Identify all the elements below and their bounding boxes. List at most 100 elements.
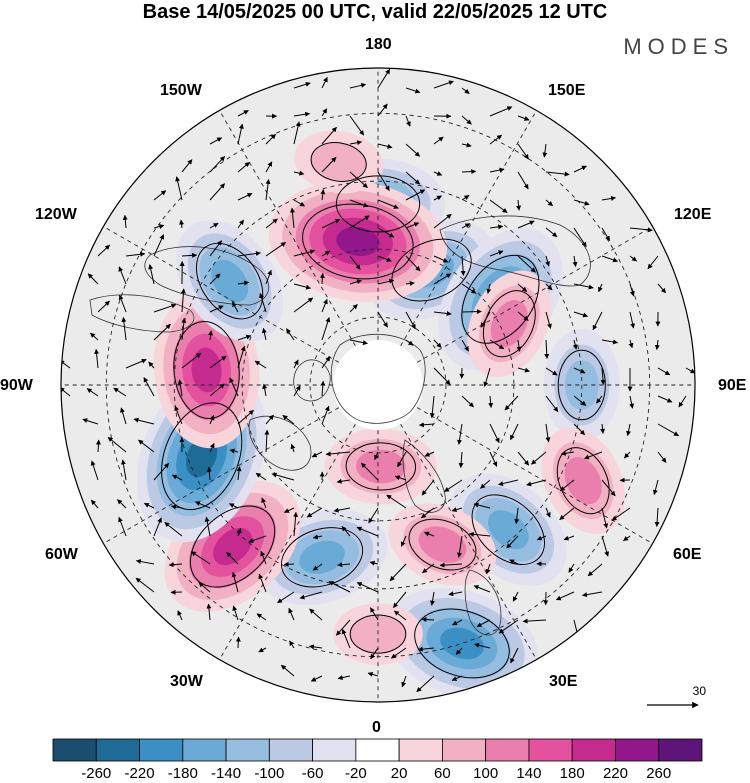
wind-vector-arrow: [433, 80, 454, 89]
wind-vector-arrow: [598, 283, 603, 293]
wind-vector-arrow: [282, 414, 295, 425]
wind-vector-arrow: [229, 377, 239, 397]
wind-vector-arrow: [265, 269, 272, 285]
lon-label-120w: 120W: [35, 206, 77, 223]
colorbar-tick-label: -100: [254, 765, 285, 782]
chart-title: Base 14/05/2025 00 UTC, valid 22/05/2025…: [142, 1, 608, 23]
wind-vector-arrow: [356, 526, 379, 537]
wind-vector-arrow: [349, 115, 365, 136]
wind-vector-arrow: [657, 423, 679, 437]
colorbar-tick-label: 140: [516, 765, 542, 782]
wind-vector-arrow: [601, 479, 616, 497]
wind-vector-arrow: [461, 115, 472, 125]
colorbar-tick-label: 220: [602, 765, 628, 782]
wind-vector-arrow: [587, 563, 603, 577]
wind-vector-arrow: [433, 213, 452, 229]
wind-vector-arrow: [237, 251, 261, 257]
wind-vector-arrow: [489, 423, 500, 444]
wind-vector-arrow: [377, 278, 395, 285]
wind-vector-arrow: [629, 255, 638, 262]
polar-cap: [333, 340, 423, 430]
wind-vector-arrow: [293, 121, 301, 145]
wind-vector-arrow: [179, 219, 185, 229]
wind-vector-arrow: [517, 143, 529, 160]
wind-vector-arrow: [299, 591, 323, 600]
wind-vector-arrow: [389, 563, 407, 582]
wind-vector-arrow: [113, 387, 127, 397]
wind-vector-arrow: [153, 323, 171, 341]
wind-vector-arrow: [311, 451, 323, 458]
wind-vector-arrow: [509, 559, 519, 565]
wind-vector-arrow: [228, 503, 239, 509]
wind-vector-arrow: [545, 423, 551, 443]
wind-vector-arrow: [573, 311, 589, 318]
wind-vector-arrow: [258, 647, 267, 653]
wind-vector-arrow: [545, 227, 558, 238]
wind-vector-arrow: [560, 450, 575, 456]
colorbar-swatch: [485, 738, 530, 762]
wind-vector-arrow: [451, 675, 463, 681]
wind-vector-arrow: [171, 474, 183, 481]
wind-vector-arrow: [261, 497, 267, 509]
wind-vector-arrow: [293, 81, 311, 89]
colorbar-swatch: [225, 738, 270, 762]
wind-vector-arrow: [573, 199, 590, 206]
wind-vector-arrow: [321, 108, 328, 117]
wind-vector-arrow: [293, 111, 311, 117]
wind-vector-arrow: [337, 675, 351, 681]
wind-vector-arrow: [293, 199, 306, 207]
wind-vector-arrow: [349, 171, 368, 189]
wind-vector-arrow: [204, 516, 211, 537]
colorbar-swatch: [398, 738, 443, 762]
wind-vector-arrow: [320, 189, 326, 201]
wind-vector-arrow: [349, 140, 363, 146]
wind-vector-arrow: [143, 377, 155, 397]
wind-vector-arrow: [545, 283, 553, 291]
colorbar-tick-label: 260: [646, 765, 672, 782]
wind-vector-arrow: [349, 339, 368, 346]
wind-vector-arrow: [209, 414, 215, 425]
wind-vector-arrow: [321, 250, 331, 257]
wind-vector-arrow: [321, 356, 331, 369]
wind-vector-arrow: [293, 511, 299, 537]
wind-vector-arrow: [433, 171, 443, 176]
lon-label-30e: 30E: [549, 673, 578, 690]
lon-label-180: 180: [365, 36, 392, 53]
wind-vector-arrow: [514, 507, 520, 525]
wind-vector-arrow: [601, 535, 610, 557]
wind-vector-arrow: [542, 143, 548, 158]
wind-vector-arrow: [237, 280, 250, 286]
wind-vector-arrow: [573, 227, 587, 248]
wind-vector-arrow: [517, 171, 529, 190]
wind-vector-arrow: [368, 507, 379, 524]
wind-vector-arrow: [336, 619, 351, 636]
wind-vector-arrow: [510, 647, 519, 664]
latitude-circle: [173, 180, 583, 590]
wind-vector-arrow: [321, 218, 341, 229]
wind-vector-arrow: [433, 339, 442, 348]
wind-vector-arrow: [277, 591, 295, 604]
wind-vector-arrow: [87, 273, 99, 285]
wind-vector-arrow: [582, 591, 603, 598]
wind-vector-arrow: [255, 472, 267, 481]
wind-vector-arrow: [118, 516, 127, 537]
wind-vector-arrow: [125, 251, 146, 257]
wind-vector-arrow: [97, 244, 111, 257]
wind-vector-arrow: [333, 507, 351, 513]
wind-vector-arrow: [429, 395, 435, 419]
wind-vector-arrow: [433, 195, 442, 201]
wind-vector-arrow: [392, 591, 407, 609]
wind-vector-arrow: [265, 161, 273, 173]
wind-vector-arrow: [377, 143, 393, 149]
wind-vector-arrow: [498, 479, 519, 486]
wind-vector-arrow: [143, 502, 155, 509]
wind-vector-arrow: [209, 305, 224, 313]
anomaly-region: [355, 449, 406, 484]
wind-vector-arrow: [433, 136, 444, 145]
anomaly-contour: [482, 290, 536, 358]
lon-label-150w: 150W: [160, 82, 202, 99]
colorbar-labels: -260 -220 -180 -140 -100 -60 -20 20 60 100 140 180 2…: [0, 765, 750, 783]
colorbar-tick-label: 20: [390, 765, 408, 782]
wind-vector-arrow: [474, 642, 491, 649]
